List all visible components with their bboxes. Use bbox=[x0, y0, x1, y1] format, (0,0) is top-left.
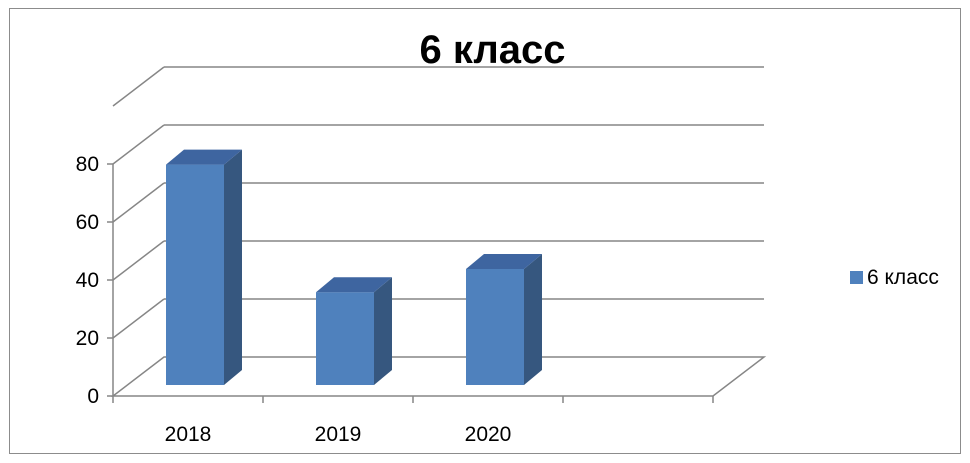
bar-front bbox=[166, 164, 224, 385]
chart-title: 6 класс bbox=[419, 28, 566, 72]
bar bbox=[166, 149, 242, 385]
bar-side bbox=[524, 254, 542, 385]
x-tick-label: 2018 bbox=[165, 423, 212, 446]
chart-floor bbox=[110, 356, 767, 397]
gridline-side bbox=[112, 298, 165, 339]
gridline-side bbox=[112, 66, 165, 107]
bar bbox=[466, 254, 542, 385]
chart-walls bbox=[110, 356, 767, 397]
chart-gridlines bbox=[112, 66, 764, 339]
y-tick-label: 0 bbox=[87, 385, 99, 408]
y-tick-label: 60 bbox=[76, 211, 99, 234]
chart-legend: 6 класс bbox=[850, 266, 939, 289]
y-tick-labels: 0 20 40 60 80 bbox=[76, 153, 99, 408]
x-tick-label: 2020 bbox=[465, 423, 512, 446]
x-tick-label: 2019 bbox=[315, 423, 362, 446]
gridline-side bbox=[112, 124, 165, 165]
bar bbox=[316, 277, 392, 385]
gridline-side bbox=[112, 182, 165, 223]
y-tick-label: 80 bbox=[76, 153, 99, 176]
bar-top bbox=[466, 254, 542, 269]
y-tick-label: 40 bbox=[76, 269, 99, 292]
bar-side bbox=[224, 149, 242, 385]
legend-swatch bbox=[850, 271, 863, 284]
bar-front bbox=[316, 292, 374, 385]
bar-top bbox=[316, 277, 392, 293]
chart-bars bbox=[166, 149, 542, 385]
bar-side bbox=[374, 277, 392, 385]
bar-front bbox=[466, 269, 524, 385]
gridline-side bbox=[112, 240, 165, 281]
legend-label: 6 класс bbox=[867, 266, 939, 289]
x-tick-labels: 2018 2019 2020 bbox=[165, 423, 512, 446]
chart-axes bbox=[107, 163, 714, 403]
bar-top bbox=[166, 149, 242, 165]
y-tick-label: 20 bbox=[76, 327, 99, 350]
